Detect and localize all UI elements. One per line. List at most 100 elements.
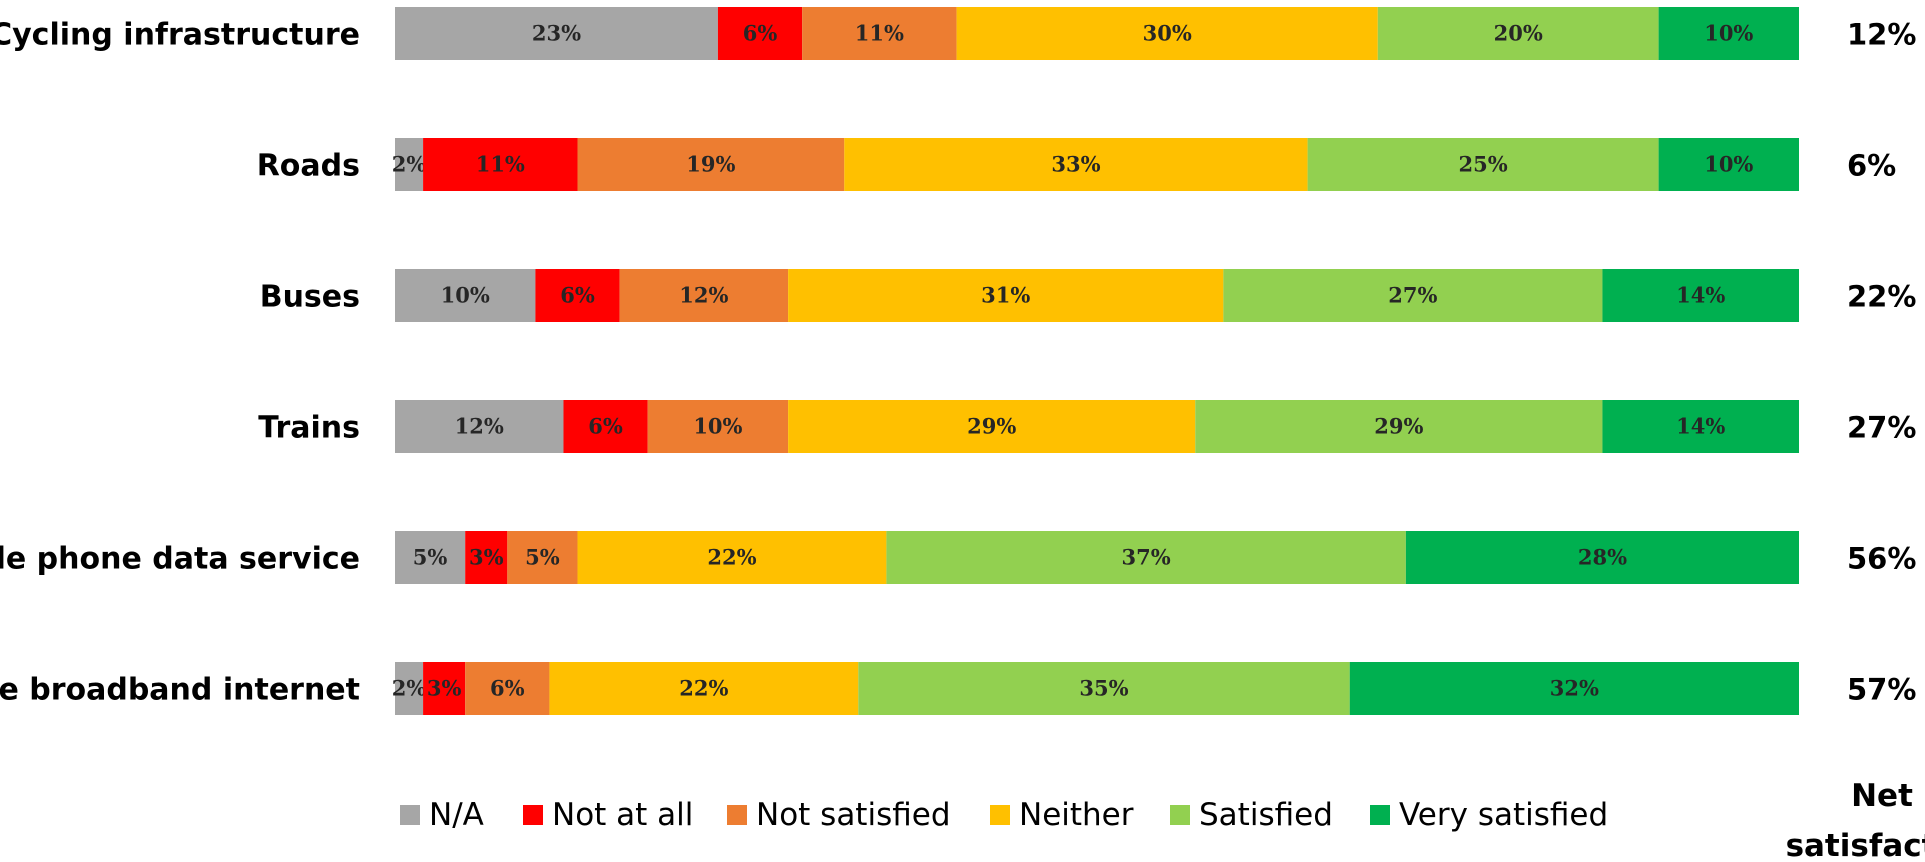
net-satisfaction-title-line-2: satisfaction [1786,828,1925,862]
bar-data-label: 5% [413,545,448,570]
bar-segment-very-satisfied [1405,531,1799,584]
bar-data-label: 3% [469,545,504,570]
bar-data-label: 10% [693,414,742,439]
bar-segment-neither [956,7,1378,60]
net-satisfaction-value: 56% [1847,542,1916,576]
bar-segment-very-satisfied [1349,662,1799,715]
net-satisfaction-value: 57% [1847,673,1916,707]
category-label: Trains [258,411,360,446]
net-satisfaction-value: 6% [1847,149,1896,183]
bar-data-label: 19% [686,152,735,177]
bar-data-label: 6% [588,414,623,439]
bar-segment-satisfied [1223,269,1603,322]
legend-entry: Very satisfied [1399,797,1608,833]
bar-segment-very-satisfied [1658,138,1799,191]
bar-data-label: 27% [1388,283,1437,308]
bar-data-label: 6% [490,676,525,701]
bar-data-label: 5% [525,545,560,570]
bar-segment-not-satisfied [619,269,789,322]
bar-data-label: 2% [392,152,427,177]
category-label: Home broadband internet [0,673,360,708]
bar-data-label: 23% [532,21,581,46]
legend: N/A Not at all Not satisfied Neither Satisfi… [400,797,1608,833]
bar-data-label: 32% [1550,676,1599,701]
bar-data-label: 30% [1143,21,1192,46]
bar-segment-n-a [395,7,718,60]
bar-segment-not-satisfied [577,138,845,191]
bar-segment-neither [788,400,1196,453]
bar-segment-neither [549,662,859,715]
bar-segment-not-at-all [465,531,508,584]
bar-segment-very-satisfied [1602,400,1799,453]
bar-data-label: 11% [855,21,904,46]
bar-segment-neither [844,138,1308,191]
category-labels: Cycling infrastructure Roads Buses Trains Mo… [0,18,360,708]
legend-swatch [727,805,747,825]
bar-data-label: 12% [455,414,504,439]
category-label: Roads [257,149,360,184]
bar-data-label: 22% [707,545,756,570]
bar-segment-not-satisfied [647,400,789,453]
bar-data-label: 10% [441,283,490,308]
legend-swatch [990,805,1010,825]
legend-swatch [400,805,420,825]
bar-segment-neither [788,269,1224,322]
bar-segment-satisfied [886,531,1406,584]
legend-entry: Not at all [552,797,693,833]
net-satisfaction-labels: 12% 6% 22% 27% 56% 57% [1847,18,1916,707]
bar-data-label: 14% [1676,414,1725,439]
legend-entry: N/A [429,797,484,833]
bar-segment-satisfied [1377,7,1659,60]
net-satisfaction-title-line-1: Net [1851,778,1913,814]
bar-segment-satisfied [1195,400,1603,453]
bar-segment-n-a [395,269,536,322]
bar-segment-n-a [395,662,424,715]
bar-segment-n-a [395,400,564,453]
bar-data-label: 31% [981,283,1030,308]
bar-segment-not-at-all [423,662,466,715]
bar-segment-neither [577,531,887,584]
bar-segment-not-satisfied [465,662,550,715]
net-satisfaction-value: 22% [1847,280,1916,314]
net-satisfaction-value: 27% [1847,411,1916,445]
bar-data-label: 2% [392,676,427,701]
bar-segment-not-satisfied [507,531,578,584]
bar-segment-satisfied [858,662,1350,715]
legend-swatch [523,805,543,825]
bar-data-label: 12% [679,283,728,308]
bar-data-label: 25% [1459,152,1508,177]
bar-data-label: 3% [427,676,462,701]
legend-entry: Not satisfied [756,797,951,833]
bar-data-label: 20% [1494,21,1543,46]
bar-data-label: 10% [1704,152,1753,177]
bar-data-label: 6% [560,283,595,308]
bar-data-label: 37% [1122,545,1171,570]
bar-segment-not-satisfied [802,7,957,60]
bar-data-label: 22% [679,676,728,701]
bar-segment-not-at-all [423,138,578,191]
bar-data-label: 28% [1578,545,1627,570]
bar-segment-very-satisfied [1658,7,1799,60]
category-label: Buses [260,280,360,315]
legend-entry: Satisfied [1199,797,1333,833]
bar-data-label: 29% [1374,414,1423,439]
legend-swatch [1170,805,1190,825]
bar-segment-n-a [395,138,424,191]
category-label: Mobile phone data service [0,542,360,577]
bar-data-label: 14% [1676,283,1725,308]
bar-data-label: 11% [476,152,525,177]
legend-entry: Neither [1019,797,1134,833]
bar-segment-satisfied [1307,138,1659,191]
bar-segment-very-satisfied [1602,269,1799,322]
bar-data-label: 33% [1051,152,1100,177]
bar-segment-not-at-all [717,7,803,60]
net-satisfaction-value: 12% [1847,18,1916,52]
category-label: Cycling infrastructure [0,18,360,53]
bars-layer: 23% 6% 11% 30% 20% 10% 2% 11% 19% 33% 25% 10% 10% 6% 1… [392,7,1799,715]
bar-segment-n-a [395,531,466,584]
bar-data-label: 10% [1704,21,1753,46]
bar-data-label: 29% [967,414,1016,439]
legend-swatch [1370,805,1390,825]
bar-data-label: 35% [1079,676,1128,701]
